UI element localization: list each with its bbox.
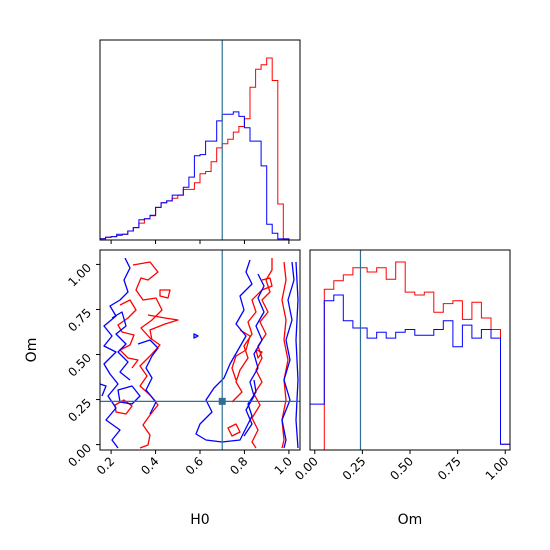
contour-xtick-label-4: 0.8 — [227, 454, 250, 477]
contour-red-small-center — [159, 289, 171, 299]
contour-xlabel: H0 — [190, 512, 209, 528]
om-histogram-xtick-label-1: 0.00 — [292, 454, 321, 483]
om-histogram-xtick-label-2: 0.25 — [340, 454, 369, 483]
contour-ytick-label-4: 0.75 — [65, 306, 94, 335]
contour-xtick-label-5: 1.0 — [272, 454, 295, 477]
h0-histogram-series-1-step — [99, 57, 290, 240]
contour-blue-right-main — [195, 259, 257, 443]
h0-histogram-series-2-step — [99, 111, 290, 240]
contour-red-right-inner — [231, 277, 273, 403]
contour-ytick-label-5: 1.00 — [65, 261, 94, 290]
contour-blue-center-left — [137, 339, 159, 415]
contour-red-right-mid — [231, 329, 251, 381]
contour-blue-right-inner — [243, 273, 265, 437]
contour-blue-left-outer — [103, 257, 131, 449]
om-histogram-frame — [309, 249, 511, 451]
contour-xtick-label-1: 0.2 — [94, 454, 117, 477]
contour-red-left-outer — [132, 261, 163, 449]
om-histogram-xtick-label-4: 0.75 — [435, 454, 464, 483]
h0-histogram-frame — [99, 39, 301, 241]
contour-ylabel: Om — [24, 338, 40, 363]
contour-blue-small-center — [193, 333, 199, 339]
om-histogram-series-1-step — [310, 261, 511, 451]
contour-ytick-label-1: 0.00 — [65, 441, 94, 470]
contour-red-left-inner — [117, 299, 139, 369]
h0-histogram-ticks — [110, 240, 290, 244]
om-histogram-ticks: 0.00 0.25 0.50 0.75 1.00 — [292, 450, 511, 483]
om-histogram-panel: 0.00 0.25 0.50 0.75 1.00 Om — [292, 249, 511, 528]
contour-xtick-label-3: 0.6 — [183, 454, 206, 477]
contour-red-mid-left — [147, 314, 179, 341]
contour-series-red — [114, 258, 289, 449]
contour-red-right-far — [281, 261, 289, 449]
om-histogram-xtick-label-5: 1.00 — [483, 454, 512, 483]
om-histogram-series-2-step — [309, 294, 511, 450]
contour-blue-left-inner — [111, 311, 131, 381]
om-histogram-xlabel: Om — [398, 512, 423, 528]
contour-blue-left-loop — [117, 385, 141, 405]
contour-blue-right-edge — [295, 261, 299, 449]
contour-blue-edge-left — [99, 383, 107, 397]
contour-xtick-label-2: 0.4 — [138, 454, 161, 477]
contour-series-blue — [99, 257, 299, 449]
contour-ytick-label-2: 0.25 — [65, 396, 94, 425]
contour-red-small-right — [255, 349, 263, 359]
contour-red-small-bottom — [227, 423, 241, 437]
h0-om-contour-panel: 0.2 0.4 0.6 0.8 1.0 0.00 0.25 0.50 0.75 1.00 H0 O… — [24, 249, 301, 528]
h0-histogram-series — [99, 57, 290, 240]
h0-histogram-panel — [99, 39, 301, 244]
contour-blue-right-far — [281, 261, 295, 449]
om-histogram-series — [309, 261, 511, 451]
contour-truth-marker — [218, 397, 226, 405]
om-histogram-xtick-label-3: 0.50 — [387, 454, 416, 483]
contour-ytick-label-3: 0.50 — [65, 351, 94, 380]
